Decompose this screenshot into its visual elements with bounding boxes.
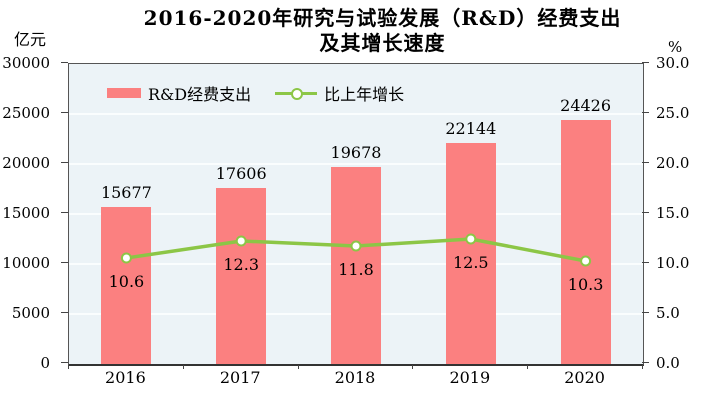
gridline xyxy=(69,113,643,115)
bar-value-label: 15677 xyxy=(100,183,152,203)
x-axis-tick-label: 2017 xyxy=(219,368,261,387)
right-axis-tick xyxy=(642,312,649,313)
bar-value-label: 22144 xyxy=(445,118,497,138)
line-point-marker xyxy=(465,233,477,245)
chart-title-line1: 2016-2020年研究与试验发展（R&D）经费支出 xyxy=(143,6,622,30)
left-axis-tick xyxy=(61,262,68,263)
x-axis-tick-label: 2020 xyxy=(564,368,605,387)
line-series-swatch xyxy=(275,87,318,100)
left-axis-tick xyxy=(61,62,68,63)
left-axis-tick xyxy=(61,212,68,213)
y-axis-tick-label-right: 30.0 xyxy=(656,54,690,72)
bar-2016 xyxy=(101,207,152,364)
legend-item-line: 比上年增长 xyxy=(275,81,404,105)
chart-title-line2: 及其增长速度 xyxy=(319,31,446,55)
y-axis-tick-label-left: 15000 xyxy=(2,204,50,222)
left-axis-tick xyxy=(61,112,68,113)
x-axis-tick xyxy=(68,365,69,369)
bar-value-label: 17606 xyxy=(215,163,267,183)
line-point-marker xyxy=(580,255,592,267)
x-axis-tick-label: 2016 xyxy=(105,368,146,387)
y-axis-tick-label-right: 15.0 xyxy=(656,204,690,222)
legend-bar-label: R&D经费支出 xyxy=(148,85,252,104)
plot-area: R&D经费支出 比上年增长 15677 17606 19678 22144 24426 1… xyxy=(68,63,644,366)
line-point-label: 11.8 xyxy=(338,260,374,279)
right-axis-tick xyxy=(642,62,649,63)
growth-line-chart xyxy=(120,233,592,267)
left-axis-tick xyxy=(61,162,68,163)
right-axis-tick xyxy=(642,212,649,213)
x-axis-tick xyxy=(297,365,299,369)
y-axis-tick-label-left: 10000 xyxy=(2,254,50,272)
bar-value-label: 19678 xyxy=(330,143,382,163)
x-axis-tick xyxy=(412,365,414,369)
y-axis-tick-label-left: 5000 xyxy=(11,304,50,322)
right-axis-tick xyxy=(642,262,649,263)
line-point-label: 10.3 xyxy=(567,275,604,294)
line-point-marker xyxy=(120,252,132,264)
chart-title: 2016-2020年研究与试验发展（R&D）经费支出 及其增长速度 xyxy=(60,6,705,56)
x-axis-tick xyxy=(642,365,643,369)
right-axis-unit-label: % xyxy=(668,38,683,56)
line-point-label: 12.3 xyxy=(223,255,259,274)
y-axis-tick-label-left: 0 xyxy=(40,354,50,372)
right-axis-tick xyxy=(642,362,649,363)
right-axis-tick xyxy=(642,162,649,163)
line-point-label: 10.6 xyxy=(108,272,145,291)
line-point-label: 12.5 xyxy=(452,253,489,272)
x-axis-tick xyxy=(527,365,529,369)
bar-2019 xyxy=(445,142,496,364)
bar-value-label: 24426 xyxy=(560,95,612,115)
line-swatch-marker-icon xyxy=(291,88,304,100)
bar-2017 xyxy=(216,187,267,364)
left-axis-unit-label: 亿元 xyxy=(14,30,47,49)
bar-2020 xyxy=(560,119,611,364)
y-axis-tick-label-right: 25.0 xyxy=(656,104,690,122)
y-axis-tick-label-right: 0.0 xyxy=(656,354,680,372)
legend-item-bar: R&D经费支出 xyxy=(107,81,251,105)
y-axis-tick-label-right: 20.0 xyxy=(656,154,690,172)
y-axis-tick-label-left: 25000 xyxy=(2,104,50,122)
line-point-marker xyxy=(350,240,362,252)
legend-line-label: 比上年增长 xyxy=(324,85,405,104)
y-axis-tick-label-right: 5.0 xyxy=(656,304,680,322)
bar-series-swatch xyxy=(107,88,141,98)
x-axis-tick xyxy=(182,365,184,369)
x-axis-tick-label: 2019 xyxy=(449,368,491,387)
left-axis-tick xyxy=(61,362,68,363)
y-axis-tick-label-right: 10.0 xyxy=(656,254,690,272)
left-axis-tick xyxy=(61,312,68,313)
line-point-marker xyxy=(235,235,247,247)
right-axis-tick xyxy=(642,112,649,113)
x-axis-tick-label: 2018 xyxy=(334,368,376,387)
gridline xyxy=(69,163,643,165)
legend: R&D经费支出 比上年增长 xyxy=(107,81,404,105)
y-axis-tick-label-left: 20000 xyxy=(2,154,50,172)
y-axis-tick-label-left: 30000 xyxy=(2,54,50,72)
bar-2018 xyxy=(331,167,381,364)
